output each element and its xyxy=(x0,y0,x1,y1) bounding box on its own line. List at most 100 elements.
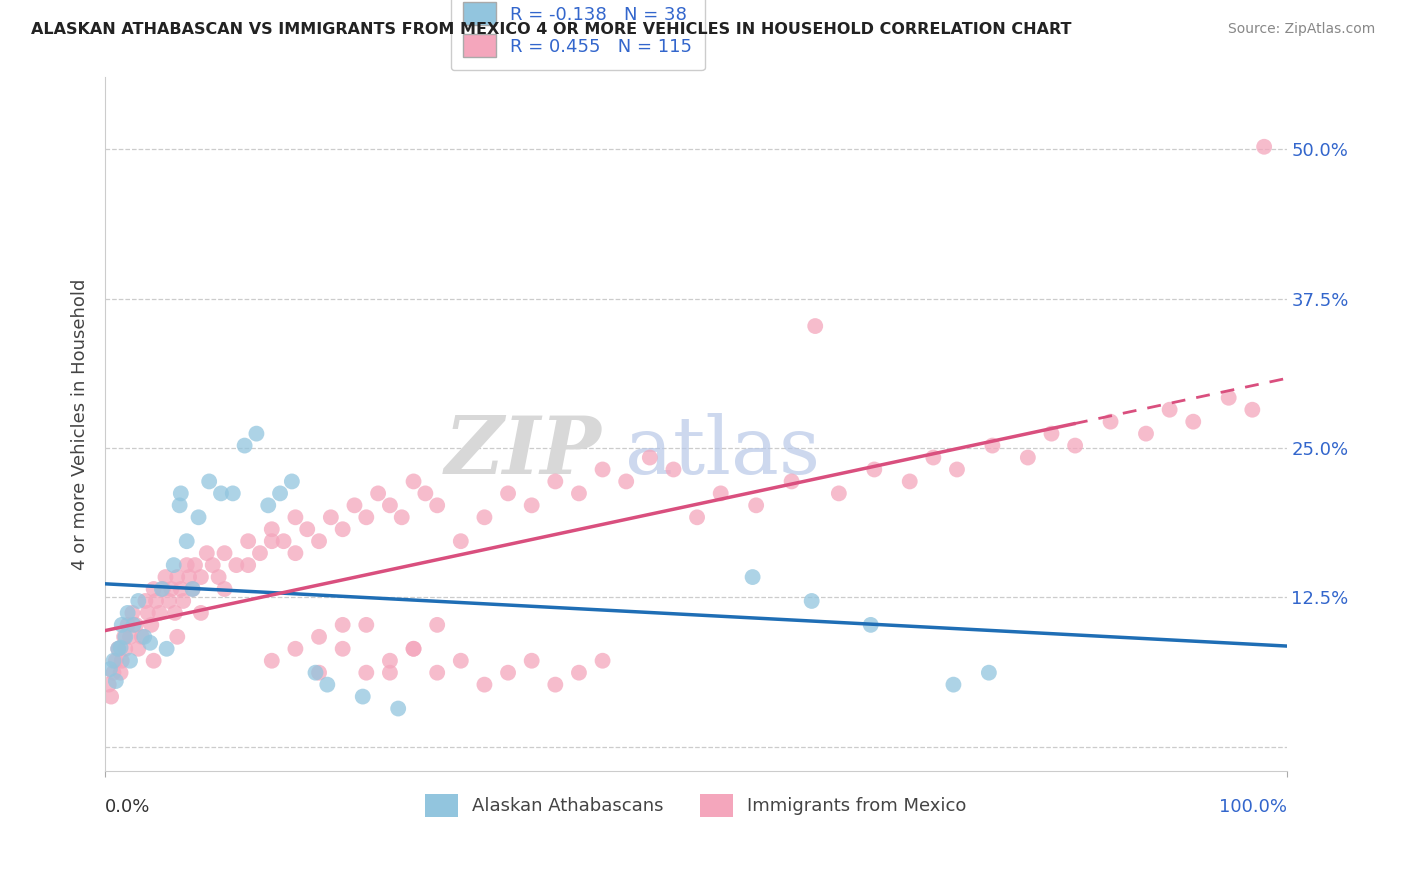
Point xyxy=(426,618,449,632)
Point xyxy=(249,546,271,560)
Point xyxy=(745,499,768,513)
Point xyxy=(269,486,291,500)
Point xyxy=(741,570,763,584)
Point xyxy=(378,654,401,668)
Point xyxy=(148,606,170,620)
Point xyxy=(804,319,827,334)
Point xyxy=(426,665,449,680)
Point xyxy=(391,510,413,524)
Point xyxy=(97,678,120,692)
Point xyxy=(1253,140,1275,154)
Point xyxy=(110,665,132,680)
Point xyxy=(1099,415,1122,429)
Point xyxy=(214,546,236,560)
Point xyxy=(1218,391,1240,405)
Point xyxy=(127,641,149,656)
Y-axis label: 4 or more Vehicles in Household: 4 or more Vehicles in Household xyxy=(72,278,89,570)
Point xyxy=(141,618,163,632)
Point xyxy=(450,534,472,549)
Point xyxy=(225,558,247,573)
Text: 100.0%: 100.0% xyxy=(1219,798,1286,816)
Point xyxy=(942,678,965,692)
Point xyxy=(1135,426,1157,441)
Point xyxy=(356,510,378,524)
Point xyxy=(273,534,295,549)
Point xyxy=(297,522,319,536)
Point xyxy=(111,618,134,632)
Point xyxy=(139,636,162,650)
Point xyxy=(157,594,180,608)
Point xyxy=(710,486,733,500)
Point xyxy=(260,522,283,536)
Point xyxy=(142,654,165,668)
Point xyxy=(260,534,283,549)
Point xyxy=(103,654,125,668)
Point xyxy=(977,665,1000,680)
Point xyxy=(1159,402,1181,417)
Point xyxy=(156,641,179,656)
Point xyxy=(104,674,127,689)
Point xyxy=(187,510,209,524)
Point xyxy=(332,641,354,656)
Text: ALASKAN ATHABASCAN VS IMMIGRANTS FROM MEXICO 4 OR MORE VEHICLES IN HOUSEHOLD COR: ALASKAN ATHABASCAN VS IMMIGRANTS FROM ME… xyxy=(31,22,1071,37)
Text: 0.0%: 0.0% xyxy=(105,798,150,816)
Point xyxy=(184,558,207,573)
Point xyxy=(387,701,409,715)
Point xyxy=(257,499,280,513)
Point xyxy=(110,640,132,655)
Point xyxy=(981,439,1004,453)
Point xyxy=(103,665,125,680)
Point xyxy=(118,654,141,668)
Point xyxy=(898,475,921,489)
Point xyxy=(319,510,342,524)
Point xyxy=(190,606,212,620)
Point xyxy=(142,582,165,596)
Point xyxy=(260,654,283,668)
Point xyxy=(922,450,945,465)
Point xyxy=(284,510,307,524)
Point xyxy=(308,534,330,549)
Point xyxy=(496,486,519,500)
Point xyxy=(614,475,637,489)
Point xyxy=(114,641,136,656)
Point xyxy=(117,618,139,632)
Point xyxy=(859,618,882,632)
Point xyxy=(245,426,267,441)
Point xyxy=(121,606,143,620)
Point xyxy=(107,641,129,656)
Point xyxy=(166,630,188,644)
Text: Source: ZipAtlas.com: Source: ZipAtlas.com xyxy=(1227,22,1375,37)
Point xyxy=(686,510,709,524)
Point xyxy=(117,606,139,620)
Point xyxy=(544,475,567,489)
Point xyxy=(233,439,256,453)
Point xyxy=(332,618,354,632)
Point xyxy=(155,570,177,584)
Point xyxy=(662,462,685,476)
Point xyxy=(1040,426,1063,441)
Point xyxy=(125,618,148,632)
Point xyxy=(415,486,437,500)
Point xyxy=(176,558,198,573)
Point xyxy=(474,510,496,524)
Point xyxy=(112,630,135,644)
Point xyxy=(284,546,307,560)
Point xyxy=(332,522,354,536)
Point xyxy=(214,582,236,596)
Point xyxy=(209,486,232,500)
Legend: Alaskan Athabascans, Immigrants from Mexico: Alaskan Athabascans, Immigrants from Mex… xyxy=(418,787,973,824)
Point xyxy=(343,499,366,513)
Point xyxy=(150,582,173,596)
Point xyxy=(100,690,122,704)
Point xyxy=(281,475,304,489)
Point xyxy=(1182,415,1205,429)
Point xyxy=(104,654,127,668)
Point xyxy=(152,582,174,596)
Point xyxy=(402,475,425,489)
Point xyxy=(170,486,193,500)
Point xyxy=(378,499,401,513)
Point xyxy=(592,654,614,668)
Point xyxy=(134,630,156,644)
Point xyxy=(181,582,204,596)
Text: ZIP: ZIP xyxy=(444,413,602,491)
